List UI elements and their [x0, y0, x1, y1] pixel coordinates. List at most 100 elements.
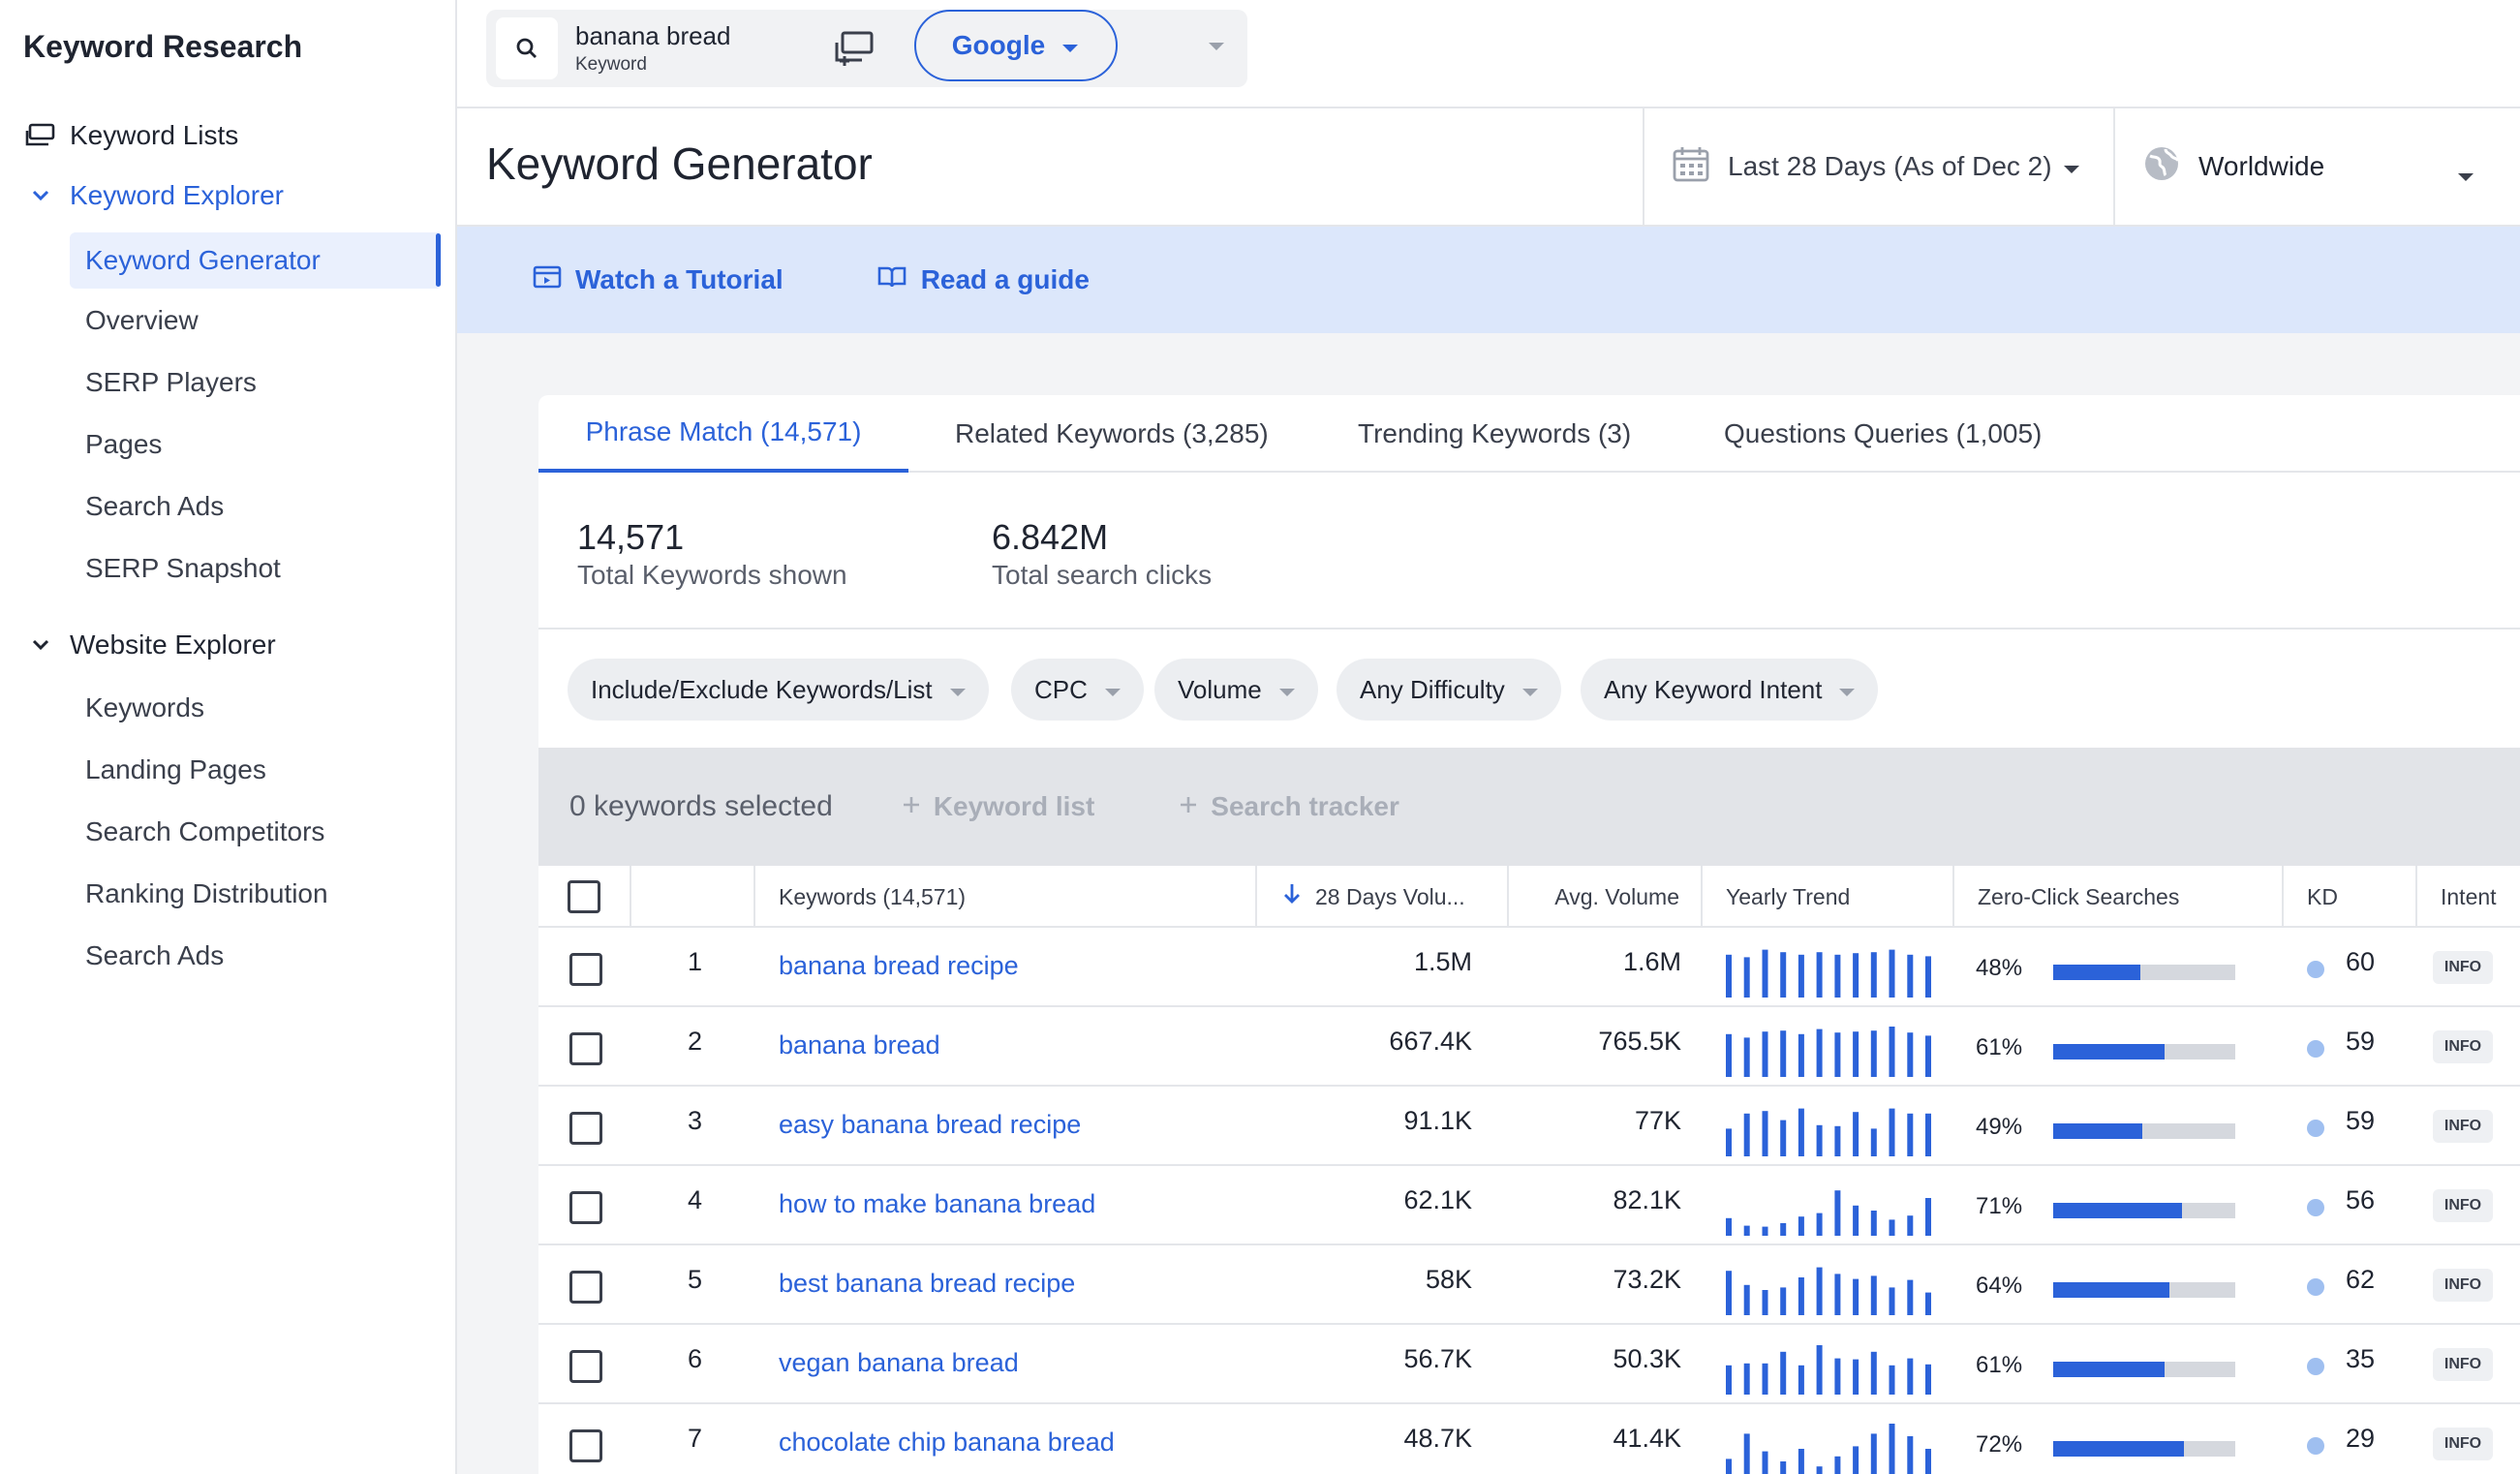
filter-keyword-intent[interactable]: Any Keyword Intent [1581, 659, 1879, 721]
sidebar-item-landing-pages[interactable]: Landing Pages [85, 754, 266, 784]
zero-click-bar [2053, 1441, 2235, 1457]
sidebar-item-serp-snapshot[interactable]: SERP Snapshot [85, 553, 281, 583]
filter-difficulty[interactable]: Any Difficulty [1337, 659, 1561, 721]
sidebar-item-keywords[interactable]: Keywords [85, 692, 204, 722]
watch-tutorial-link[interactable]: Watch a Tutorial [533, 264, 784, 296]
add-to-keyword-list-button[interactable]: Keyword list [901, 791, 1094, 822]
trend-bar [1853, 1446, 1859, 1474]
nav-website-explorer[interactable]: Website Explorer [0, 624, 446, 666]
row-checkbox[interactable] [569, 1032, 602, 1065]
keyword-search-input[interactable]: banana bread Keyword [486, 10, 1247, 87]
kd-dot-icon [2307, 961, 2324, 978]
location-dropdown[interactable]: Worldwide [2113, 108, 2520, 225]
filter-cpc[interactable]: CPC [1011, 659, 1144, 721]
col-keywords[interactable]: Keywords (14,571) [755, 866, 1257, 928]
trend-bar [1853, 1205, 1859, 1236]
search-engine-dropdown[interactable]: Google [914, 10, 1118, 81]
row-checkbox[interactable] [569, 1112, 602, 1145]
sidebar-item-overview[interactable]: Overview [85, 305, 199, 335]
trend-bar [1762, 949, 1768, 998]
nav-keyword-explorer[interactable]: Keyword Explorer [0, 174, 446, 217]
caret-down-icon [1277, 675, 1297, 705]
row-checkbox[interactable] [569, 1350, 602, 1383]
row-checkbox[interactable] [569, 953, 602, 986]
col-yearly-trend[interactable]: Yearly Trend [1703, 866, 1954, 928]
zero-click-percent: 71% [1976, 1193, 2023, 1219]
stat-total-clicks-label: Total search clicks [992, 560, 1213, 590]
row-rank: 3 [688, 1106, 703, 1135]
col-28-days-volume[interactable]: 28 Days Volu... [1257, 866, 1509, 928]
keyword-link[interactable]: easy banana bread recipe [779, 1110, 1082, 1139]
avg-volume: 82.1K [1613, 1185, 1681, 1214]
trend-bar [1870, 952, 1877, 998]
stat-total-keywords-value: 14,571 [577, 517, 685, 557]
volume-28-days: 62.1K [1403, 1185, 1472, 1214]
filter-include-exclude[interactable]: Include/Exclude Keywords/List [568, 659, 989, 721]
keyword-link[interactable]: banana bread [779, 1030, 940, 1059]
trend-bar [1907, 1215, 1914, 1236]
compare-icon[interactable] [831, 25, 879, 74]
trend-bar [1889, 1287, 1895, 1315]
page-title: Keyword Generator [486, 138, 873, 189]
zero-click-percent: 49% [1976, 1114, 2023, 1140]
avg-volume: 1.6M [1622, 947, 1681, 976]
select-all-checkbox[interactable] [568, 880, 600, 913]
trend-bar [1853, 1112, 1859, 1156]
date-range-dropdown[interactable]: Last 28 Days (As of Dec 2) [1643, 108, 2113, 225]
row-checkbox[interactable] [569, 1271, 602, 1304]
tab-trending-keywords[interactable]: Trending Keywords (3) [1358, 418, 1632, 448]
sidebar-item-website-search-ads[interactable]: Search Ads [85, 940, 225, 970]
trend-bar [1834, 1358, 1841, 1395]
col-kd[interactable]: KD [2284, 866, 2417, 928]
filter-volume[interactable]: Volume [1154, 659, 1318, 721]
yearly-trend-sparkline [1726, 1027, 1931, 1077]
tab-related-keywords[interactable]: Related Keywords (3,285) [955, 418, 1269, 448]
keyword-link[interactable]: banana bread recipe [779, 951, 1019, 980]
add-to-search-tracker-button[interactable]: Search tracker [1178, 791, 1399, 822]
trend-bar [1853, 1359, 1859, 1395]
trend-bar [1834, 1274, 1841, 1315]
trend-bar [1925, 1113, 1931, 1156]
sidebar-item-pages[interactable]: Pages [85, 429, 163, 459]
read-guide-link[interactable]: Read a guide [876, 264, 1090, 296]
sidebar-item-search-competitors[interactable]: Search Competitors [85, 816, 325, 846]
keyword-link[interactable]: chocolate chip banana bread [779, 1428, 1115, 1457]
row-checkbox[interactable] [569, 1429, 602, 1462]
trend-bar [1925, 956, 1931, 998]
trend-bar [1798, 1216, 1804, 1236]
nav-keyword-lists[interactable]: Keyword Lists [0, 114, 446, 157]
stat-total-clicks-value: 6.842M [992, 517, 1109, 557]
sidebar-item-ranking-distribution[interactable]: Ranking Distribution [85, 878, 328, 908]
yearly-trend-sparkline [1726, 1345, 1931, 1395]
col-avg-volume[interactable]: Avg. Volume [1509, 866, 1703, 928]
tab-phrase-match[interactable]: Phrase Match (14,571) [538, 395, 908, 473]
yearly-trend-sparkline [1726, 1267, 1931, 1315]
kd-value: 62 [2346, 1265, 2376, 1294]
keyword-link[interactable]: how to make banana bread [779, 1189, 1096, 1218]
date-range-label: Last 28 Days (As of Dec 2) [1728, 151, 2052, 181]
sidebar-item-search-ads[interactable]: Search Ads [85, 491, 225, 521]
sidebar-item-keyword-generator[interactable]: Keyword Generator [70, 232, 442, 289]
trend-bar [1762, 1363, 1768, 1395]
kd-value: 56 [2346, 1185, 2376, 1214]
sort-arrow-down-icon [1282, 882, 1302, 911]
col-zero-click[interactable]: Zero-Click Searches [1954, 866, 2284, 928]
nav-keyword-lists-label: Keyword Lists [70, 120, 239, 150]
keyword-link[interactable]: vegan banana bread [779, 1348, 1019, 1377]
zero-click-bar [2053, 1282, 2235, 1298]
trend-bar [1743, 1113, 1750, 1156]
col-intent[interactable]: Intent [2441, 883, 2497, 909]
avg-volume: 41.4K [1613, 1424, 1681, 1453]
row-checkbox[interactable] [569, 1191, 602, 1224]
sidebar-item-serp-players[interactable]: SERP Players [85, 367, 257, 397]
trend-bar [1853, 1278, 1859, 1315]
trend-bar [1834, 1190, 1841, 1236]
trend-bar [1889, 1219, 1895, 1236]
tab-questions-queries[interactable]: Questions Queries (1,005) [1724, 418, 2043, 448]
search-icon[interactable] [496, 17, 558, 79]
stats-panel: 14,571 Total Keywords shown 6.842M Total… [538, 475, 2520, 630]
trend-bar [1925, 1035, 1931, 1077]
keyword-link[interactable]: best banana bread recipe [779, 1269, 1076, 1298]
volume-28-days: 58K [1425, 1265, 1472, 1294]
trend-bar [1780, 952, 1787, 998]
